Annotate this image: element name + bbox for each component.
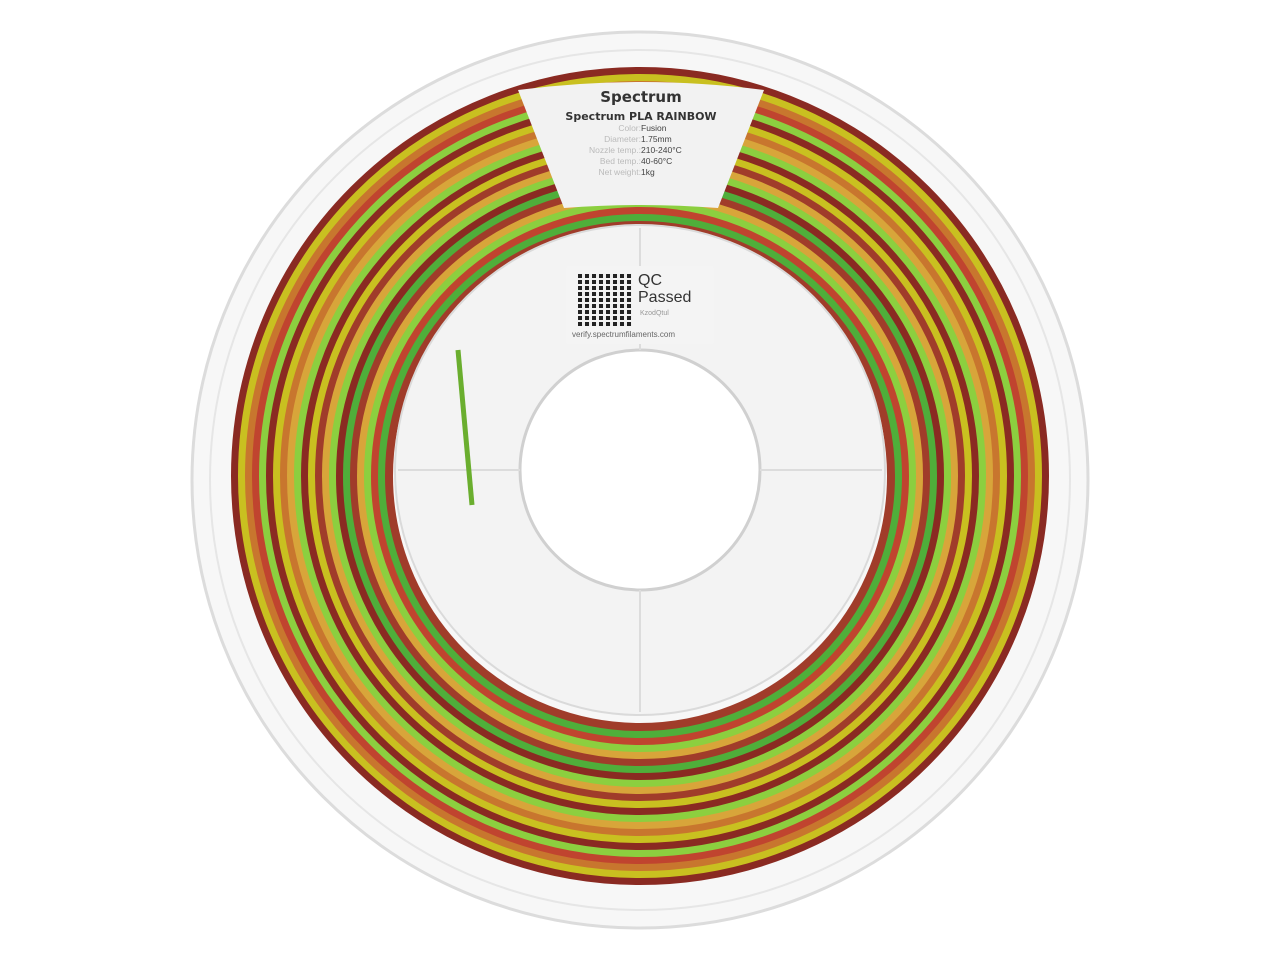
qr-code — [578, 272, 632, 326]
brand-logo: Spectrum — [600, 88, 682, 106]
spec-row: Net weight: 1kg — [518, 167, 764, 178]
filament-end — [455, 349, 475, 506]
spec-list: Color: Fusion Diameter: 1.75mm Nozzle temp.:… — [518, 123, 764, 178]
spec-row: Nozzle temp.: 210-240°C — [518, 145, 764, 156]
spec-value: 210-240°C — [641, 145, 682, 155]
spec-value: Fusion — [641, 123, 667, 133]
spool-center-hole — [518, 348, 762, 592]
qc-sticker: QC Passed KzodQtul verify.spectrumfilame… — [566, 266, 714, 344]
qc-url: verify.spectrumfilaments.com — [572, 330, 675, 339]
spec-key: Color: — [618, 123, 641, 133]
spec-row: Color: Fusion — [518, 123, 764, 134]
spec-key: Diameter: — [604, 134, 641, 144]
spec-row: Bed temp.: 40-60°C — [518, 156, 764, 167]
spec-key: Bed temp.: — [599, 156, 641, 166]
product-name: Spectrum PLA RAINBOW — [565, 110, 717, 123]
spec-value: 1.75mm — [641, 134, 672, 144]
spec-value: 1kg — [641, 167, 655, 177]
qc-code: KzodQtul — [640, 310, 669, 317]
filament-ring — [231, 67, 1049, 885]
spec-key: Nozzle temp.: — [589, 145, 641, 155]
spec-row: Diameter: 1.75mm — [518, 134, 764, 145]
spec-key: Net weight: — [598, 167, 641, 177]
filament-ring — [238, 74, 1042, 878]
filament-winding — [231, 67, 1049, 885]
spec-value: 40-60°C — [641, 156, 673, 166]
product-label: Spectrum Spectrum PLA RAINBOW Color: Fusi… — [518, 80, 764, 210]
qc-title: QC Passed — [638, 272, 692, 306]
filament-ring — [371, 207, 909, 745]
filament-ring — [378, 214, 902, 738]
